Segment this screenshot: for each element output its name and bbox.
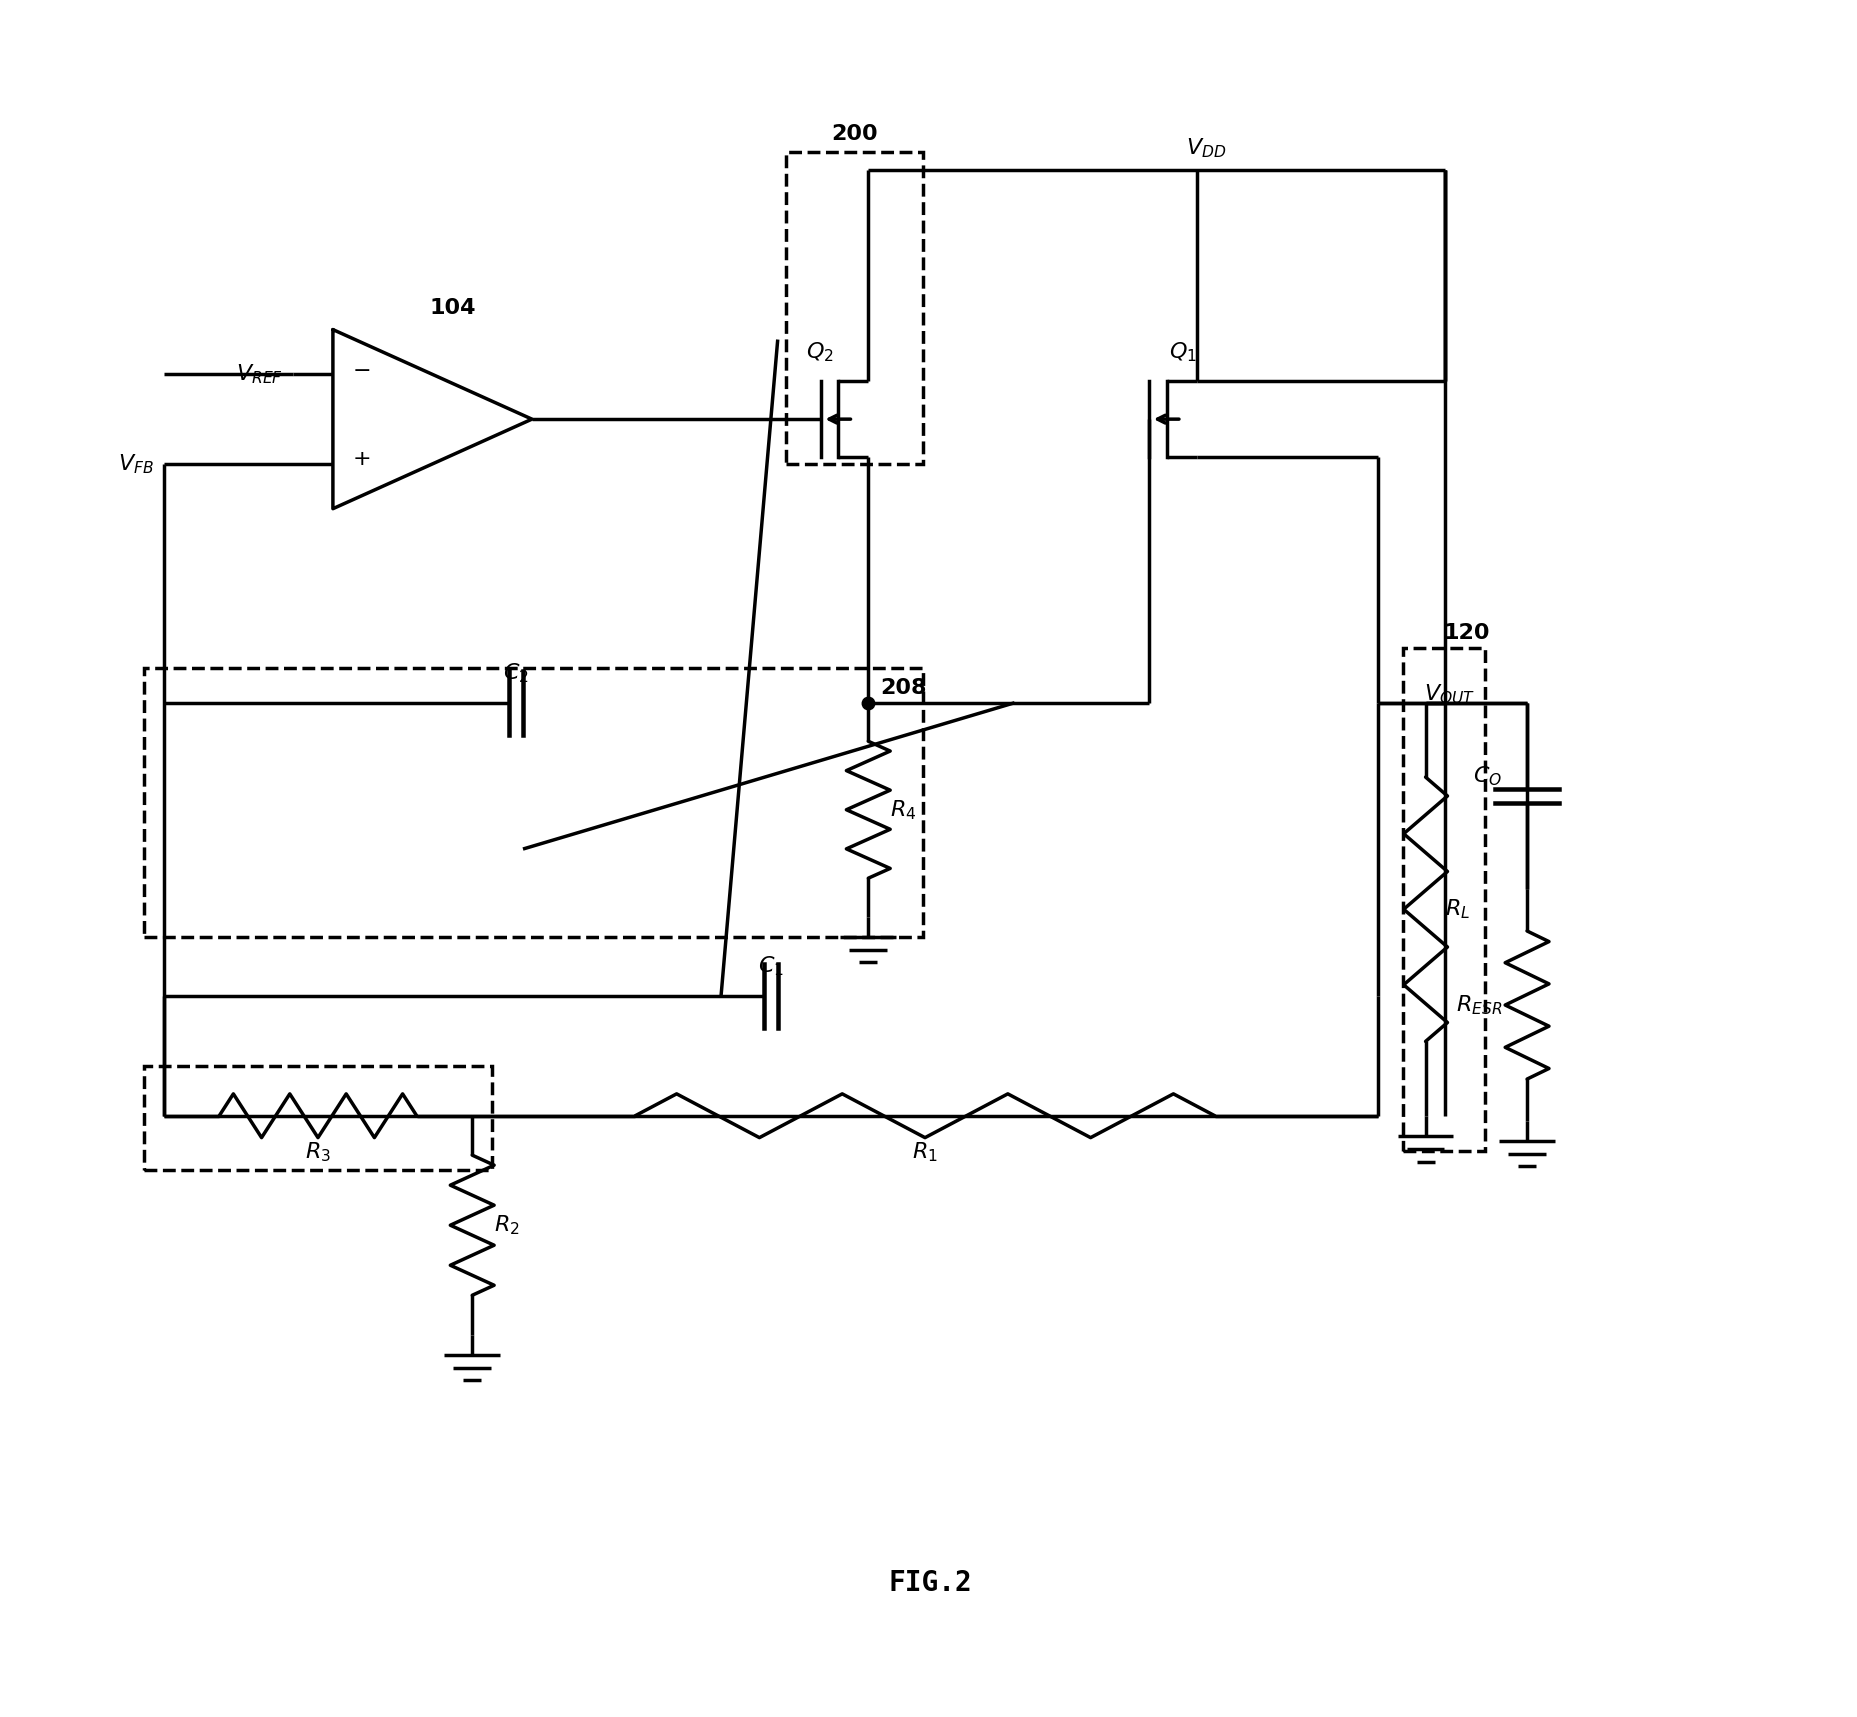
Text: 208: 208 [880,678,927,697]
Text: 104: 104 [429,297,475,318]
Text: $-$: $-$ [351,359,370,379]
Text: 120: 120 [1443,623,1491,644]
Text: FIG.2: FIG.2 [888,1569,971,1597]
Text: $R_1$: $R_1$ [912,1140,938,1164]
Text: $V_{REF}$: $V_{REF}$ [236,362,282,386]
Bar [143,668,923,936]
Text: $R_4$: $R_4$ [890,798,917,821]
Text: $V_{DD}$: $V_{DD}$ [1187,137,1227,160]
Text: $+$: $+$ [351,448,370,469]
Text: $Q_1$: $Q_1$ [1168,340,1196,364]
Text: $Q_2$: $Q_2$ [806,340,834,364]
Text: $C_1$: $C_1$ [758,955,784,979]
Text: $V_{OUT}$: $V_{OUT}$ [1424,683,1474,706]
Bar [786,153,923,464]
Text: 200: 200 [832,124,878,144]
Text: $R_3$: $R_3$ [305,1140,331,1164]
Text: $V_{FB}$: $V_{FB}$ [117,452,154,476]
Text: $R_L$: $R_L$ [1445,898,1471,920]
Text: $C_2$: $C_2$ [503,661,529,685]
Bar [1402,647,1486,1150]
Text: $C_O$: $C_O$ [1473,764,1502,788]
Text: $R_{ESR}$: $R_{ESR}$ [1456,992,1502,1016]
Bar [143,1066,492,1171]
Text: $R_2$: $R_2$ [494,1214,520,1236]
